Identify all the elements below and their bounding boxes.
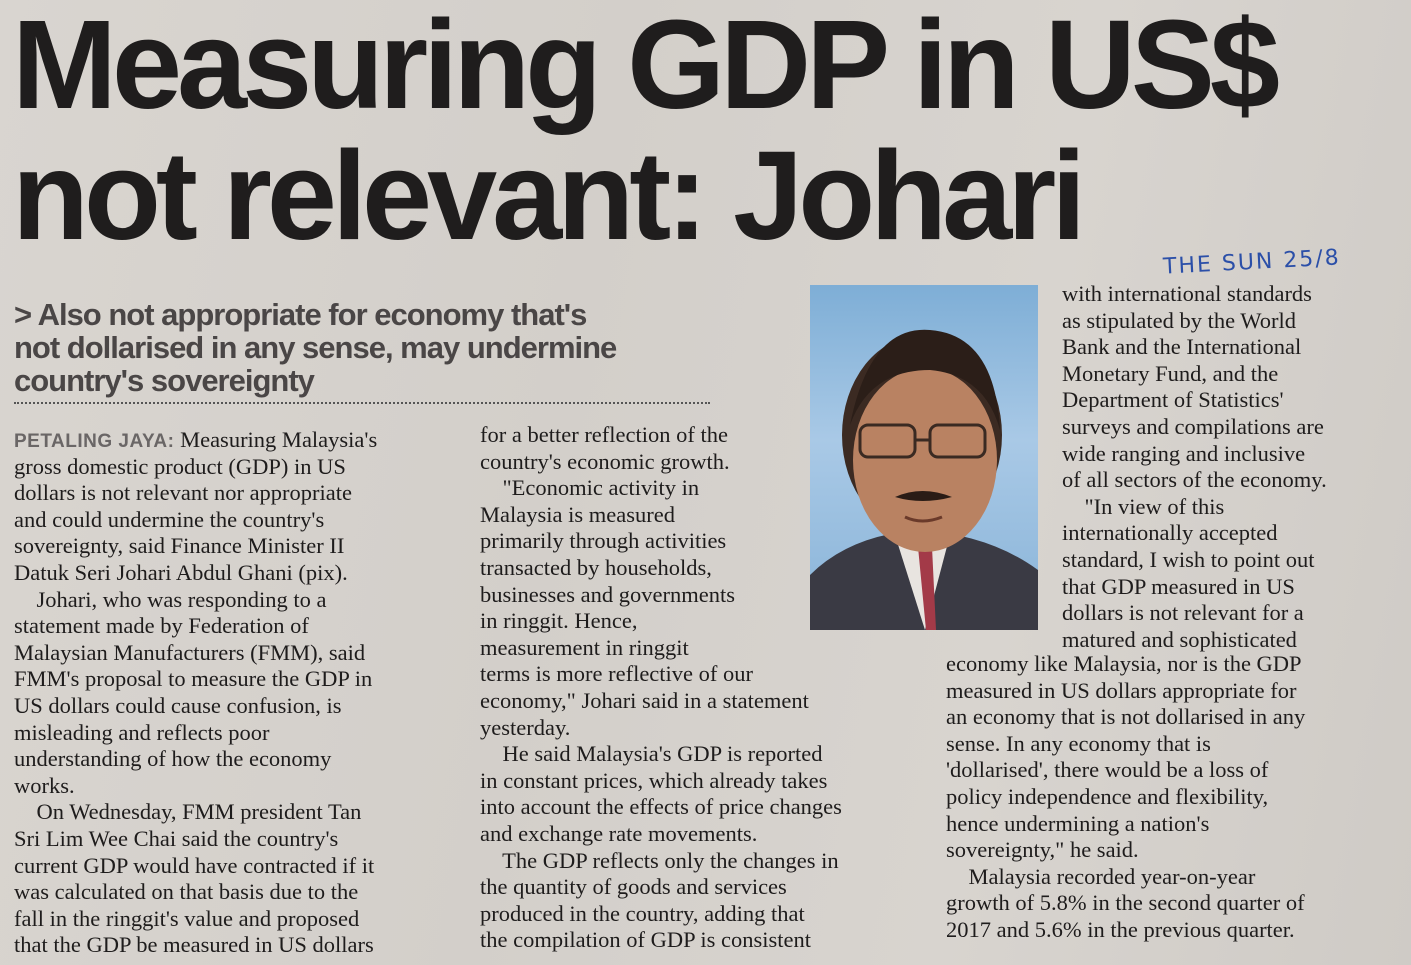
article-line: "Economic activity in	[480, 475, 700, 501]
article-line: hence undermining a nation's	[946, 810, 1210, 836]
subheadline-line: not dollarised in any sense, may undermi…	[14, 330, 617, 365]
article-line: 'dollarised', there would be a loss of	[946, 757, 1269, 783]
article-line: transacted by households,	[480, 554, 712, 580]
article-line: an economy that is not dollarised in any	[946, 704, 1306, 730]
article-line: dollars is not relevant for a	[1062, 600, 1304, 626]
article-line: Monetary Fund, and the	[1062, 360, 1279, 386]
article-line: economy," Johari said in a statement	[480, 687, 809, 713]
article-line: sovereignty, said Finance Minister II	[14, 533, 345, 559]
article-line: Sri Lim Wee Chai said the country's	[14, 825, 339, 851]
article-line: dollars is not relevant nor appropriate	[14, 480, 353, 506]
article-line: primarily through activities	[480, 528, 727, 554]
article-line: policy independence and flexibility,	[946, 783, 1269, 809]
subheadline-line: country's sovereignty	[14, 363, 315, 398]
article-line: that the GDP be measured in US dollars	[14, 932, 374, 958]
article-line: 2017 and 5.6% in the previous quarter.	[946, 916, 1295, 942]
article-line: The GDP reflects only the changes in	[480, 847, 839, 873]
article-line: Malaysia is measured	[480, 501, 675, 527]
article-line: surveys and compilations are	[1062, 413, 1324, 439]
article-line: wide ranging and inclusive	[1062, 440, 1306, 466]
article-line: measured in US dollars appropriate for	[946, 677, 1297, 703]
article-line: produced in the country, adding that	[480, 900, 805, 926]
article-line: in constant prices, which already takes	[480, 767, 828, 793]
article-line: Datuk Seri Johari Abdul Ghani (pix).	[14, 559, 348, 585]
article-line: "In view of this	[1062, 493, 1225, 519]
article-line: Bank and the International	[1062, 334, 1302, 360]
article-line: Johari, who was responding to a	[14, 586, 327, 612]
dotted-divider	[14, 402, 710, 404]
article-line: standard, I wish to point out	[1062, 546, 1315, 572]
article-line: current GDP would have contracted if it	[14, 852, 375, 878]
headline-line-1: Measuring GDP in US$	[12, 0, 1280, 135]
article-line: matured and sophisticated	[1062, 626, 1297, 652]
article-line: Malaysian Manufacturers (FMM), said	[14, 639, 366, 665]
article-line: with international standards	[1062, 281, 1312, 306]
article-line: the compilation of GDP is consistent	[480, 927, 812, 953]
article-line: country's economic growth.	[480, 448, 730, 474]
article-line: yesterday.	[480, 714, 571, 740]
article-line: internationally accepted	[1062, 520, 1278, 546]
portrait-illustration	[810, 329, 1038, 630]
article-line: sense. In any economy that is	[946, 730, 1211, 756]
article-line: economy like Malaysia, nor is the GDP	[946, 651, 1302, 676]
article-line: gross domestic product (GDP) in US	[14, 453, 346, 479]
article-column-3-lower: economy like Malaysia, nor is the GDP mea…	[946, 651, 1305, 944]
article-text: Measuring Malaysia's	[174, 427, 378, 452]
article-line: Malaysia recorded year-on-year	[946, 863, 1256, 889]
article-column-3-upper: with international standards as stipulate…	[1062, 281, 1327, 653]
article-line: FMM's proposal to measure the GDP in	[14, 666, 373, 692]
article-line: of all sectors of the economy.	[1062, 467, 1327, 493]
article-line: that GDP measured in US	[1062, 573, 1295, 599]
article-line: terms is more reflective of our	[480, 661, 754, 687]
handwritten-note: THE SUN 25/8	[1162, 245, 1342, 280]
article-line: works.	[14, 772, 75, 798]
article-line: as stipulated by the World	[1062, 307, 1296, 333]
article-line: businesses and governments	[480, 581, 735, 607]
johari-portrait-photo	[810, 285, 1038, 630]
article-line: for a better reflection of the	[480, 422, 728, 447]
article-line: into account the effects of price change…	[480, 794, 842, 820]
article-line: understanding of how the economy	[14, 746, 332, 772]
article-line: sovereignty," he said.	[946, 837, 1139, 863]
article-line: growth of 5.8% in the second quarter of	[946, 890, 1305, 916]
article-line: fall in the ringgit's value and proposed	[14, 905, 360, 931]
article-column-1: PETALING JAYA: Measuring Malaysia's gross…	[14, 427, 377, 959]
article-line: the quantity of goods and services	[480, 874, 787, 900]
article-line: misleading and reflects poor	[14, 719, 270, 745]
article-line: in ringgit. Hence,	[480, 608, 638, 634]
article-line: statement made by Federation of	[14, 613, 309, 639]
article-line: measurement in ringgit	[480, 634, 689, 660]
article-column-2: for a better reflection of the country's …	[480, 422, 842, 954]
article-line: was calculated on that basis due to the	[14, 879, 359, 905]
article-line: Department of Statistics'	[1062, 387, 1284, 413]
subheadline-line: > Also not appropriate for economy that'…	[14, 297, 587, 332]
article-line: US dollars could cause confusion, is	[14, 692, 342, 718]
article-line: PETALING JAYA: Measuring Malaysia's	[14, 427, 377, 454]
subheadline: > Also not appropriate for economy that'…	[14, 297, 617, 398]
dateline: PETALING JAYA:	[14, 431, 175, 452]
article-line: and could undermine the country's	[14, 506, 325, 532]
article-line: He said Malaysia's GDP is reported	[480, 741, 823, 767]
article-line: and exchange rate movements.	[480, 820, 758, 846]
article-line: On Wednesday, FMM president Tan	[14, 799, 362, 825]
headline-line-2: not relevant: Johari	[12, 125, 1086, 266]
